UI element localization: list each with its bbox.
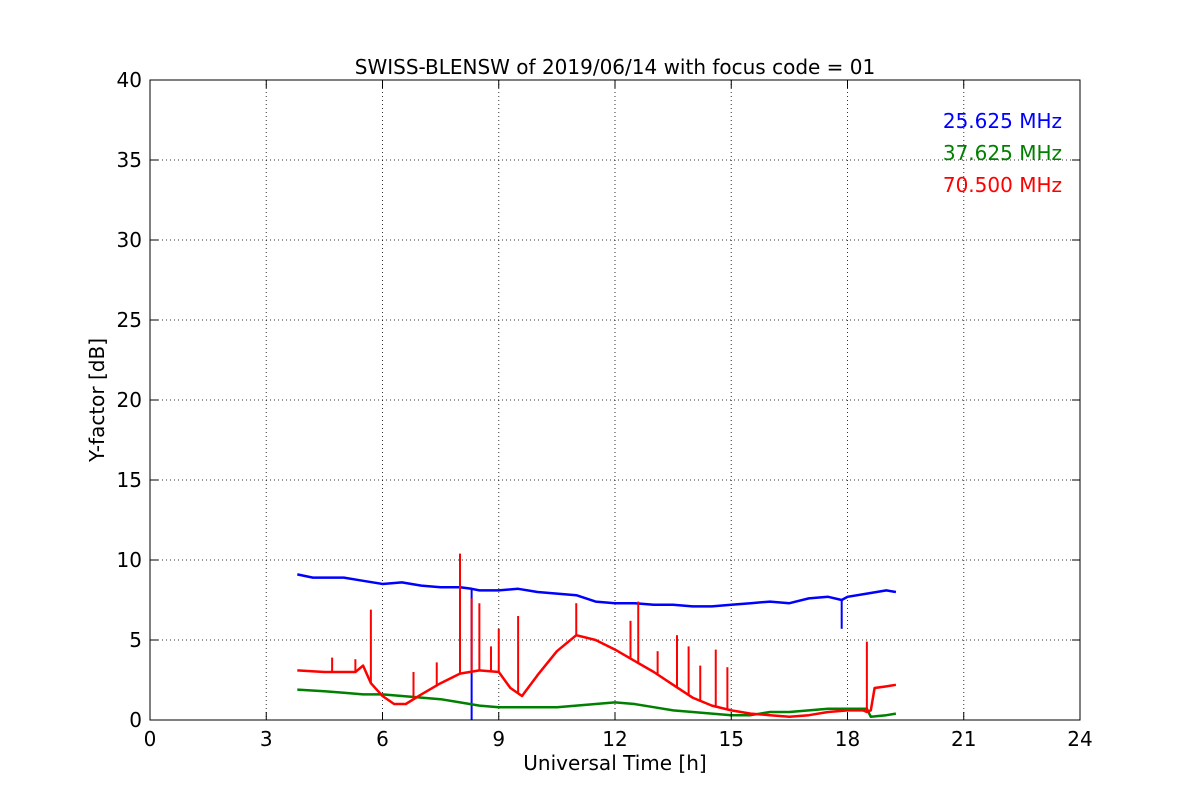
y-axis-label: Y-factor [dB] bbox=[85, 338, 109, 463]
series-line-3 bbox=[297, 633, 897, 719]
x-axis-label: Universal Time [h] bbox=[523, 751, 706, 775]
y-tick-label: 35 bbox=[117, 148, 142, 172]
ticks: 0 3 6 9 12 15 18 21 24 0 5 10 15 20 25 30 35 40 bbox=[117, 68, 1093, 751]
legend-entry: 25.625 MHz bbox=[943, 109, 1062, 133]
series-line-2 bbox=[297, 688, 897, 719]
y-tick-label: 25 bbox=[117, 308, 142, 332]
x-tick-label: 15 bbox=[719, 727, 744, 751]
y-tick-label: 20 bbox=[117, 388, 142, 412]
y-tick-label: 10 bbox=[117, 548, 142, 572]
series-layer bbox=[297, 553, 897, 720]
x-tick-label: 12 bbox=[602, 727, 627, 751]
series-line-1 bbox=[297, 573, 897, 608]
y-tick-label: 0 bbox=[129, 708, 142, 732]
x-tick-label: 6 bbox=[376, 727, 389, 751]
x-tick-label: 0 bbox=[144, 727, 157, 751]
x-tick-label: 24 bbox=[1067, 727, 1092, 751]
x-tick-label: 21 bbox=[951, 727, 976, 751]
y-tick-label: 15 bbox=[117, 468, 142, 492]
legend: 25.625 MHz 37.625 MHz 70.500 MHz bbox=[943, 109, 1062, 197]
grid bbox=[150, 80, 1080, 720]
x-tick-label: 18 bbox=[835, 727, 860, 751]
chart-title: SWISS-BLENSW of 2019/06/14 with focus co… bbox=[355, 55, 876, 79]
y-tick-label: 40 bbox=[117, 68, 142, 92]
y-tick-label: 5 bbox=[129, 628, 142, 652]
y-tick-label: 30 bbox=[117, 228, 142, 252]
legend-entry: 37.625 MHz bbox=[943, 141, 1062, 165]
legend-entry: 70.500 MHz bbox=[943, 173, 1062, 197]
x-tick-label: 3 bbox=[260, 727, 273, 751]
x-tick-label: 9 bbox=[492, 727, 505, 751]
